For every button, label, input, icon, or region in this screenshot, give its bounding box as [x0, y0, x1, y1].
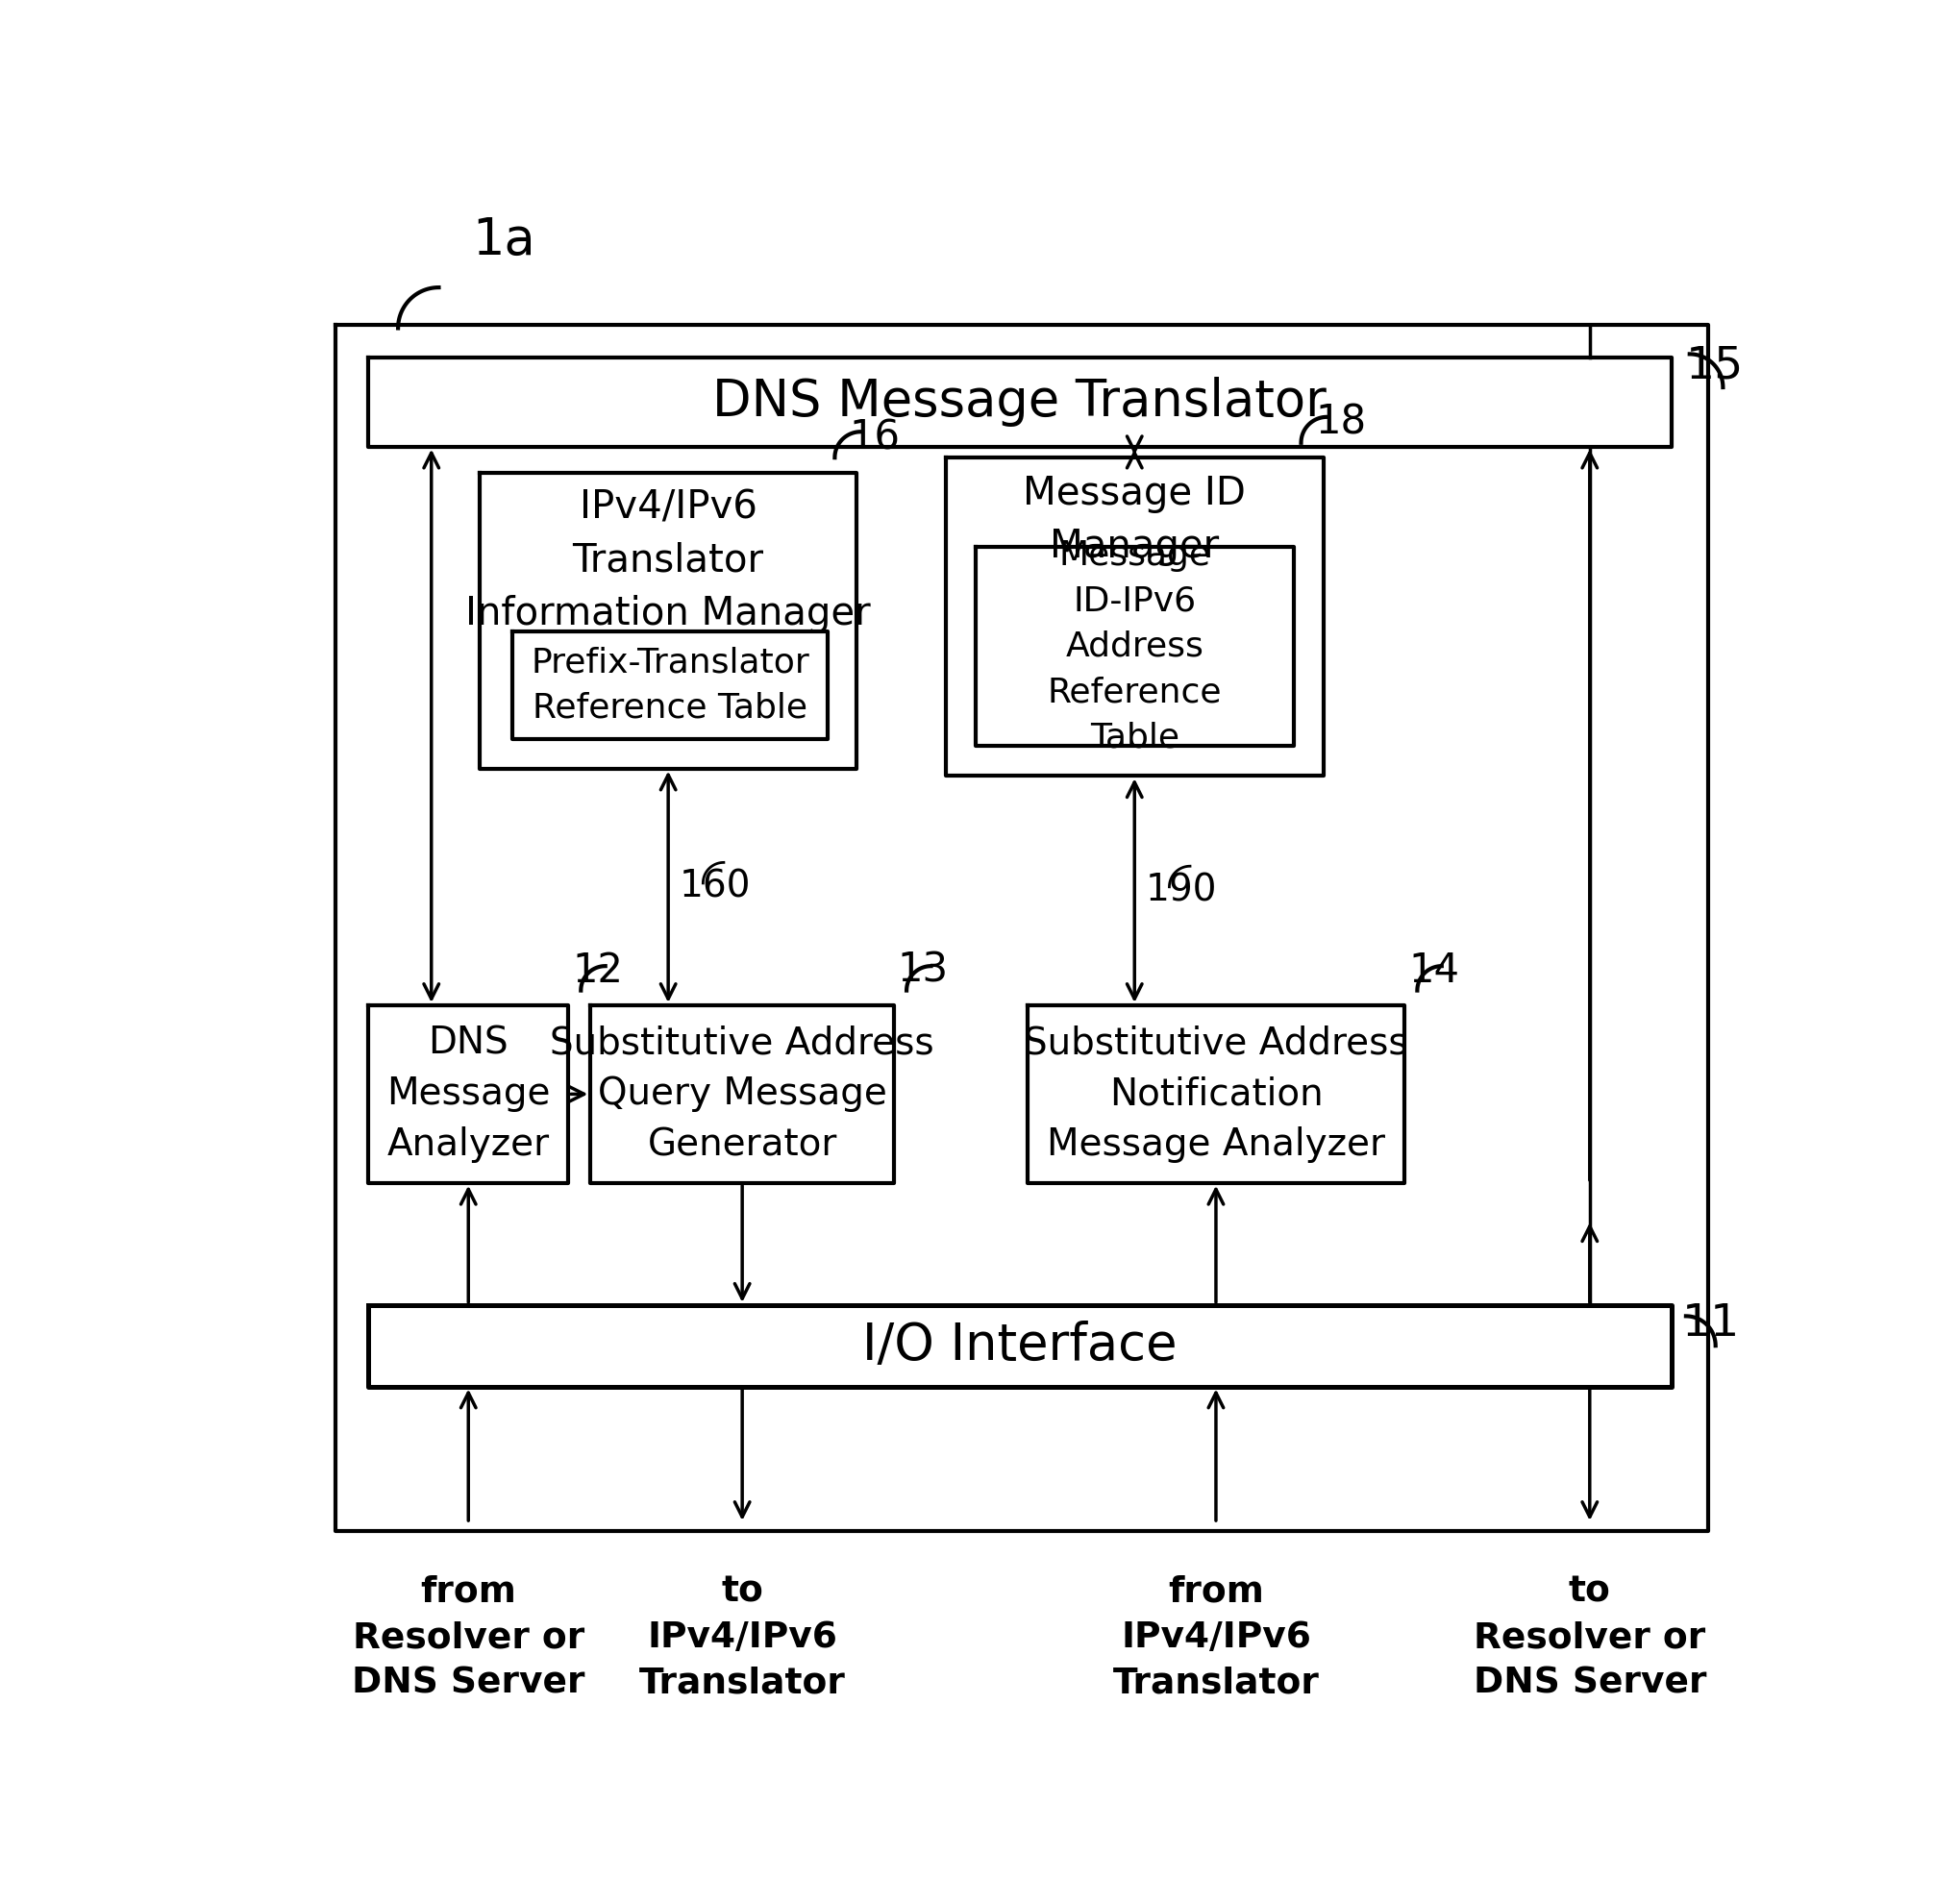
Text: 190: 190 [1145, 873, 1217, 909]
Text: I/O Interface: I/O Interface [862, 1320, 1176, 1371]
Text: 11: 11 [1682, 1303, 1739, 1347]
Text: DNS
Message
Analyzer: DNS Message Analyzer [386, 1025, 551, 1164]
Text: Message ID
Manager: Message ID Manager [1023, 476, 1245, 567]
Text: to
Resolver or
DNS Server: to Resolver or DNS Server [1472, 1575, 1705, 1700]
Text: to
IPv4/IPv6
Translator: to IPv4/IPv6 Translator [639, 1575, 845, 1700]
Text: Message
ID-IPv6
Address
Reference
Table: Message ID-IPv6 Address Reference Table [1047, 538, 1221, 753]
Text: 160: 160 [678, 869, 751, 905]
Text: 14: 14 [1407, 951, 1458, 991]
Text: DNS Message Translator: DNS Message Translator [711, 377, 1327, 428]
Text: Substitutive Address
Query Message
Generator: Substitutive Address Query Message Gener… [551, 1025, 933, 1164]
Text: 13: 13 [898, 951, 949, 991]
Text: Prefix-Translator
Reference Table: Prefix-Translator Reference Table [531, 647, 809, 725]
Text: from
IPv4/IPv6
Translator: from IPv4/IPv6 Translator [1111, 1575, 1319, 1700]
Text: 16: 16 [849, 417, 900, 458]
Text: 12: 12 [572, 951, 623, 991]
Text: 1a: 1a [472, 215, 535, 264]
Text: from
Resolver or
DNS Server: from Resolver or DNS Server [351, 1575, 584, 1700]
Text: 18: 18 [1315, 403, 1366, 443]
Text: 15: 15 [1686, 344, 1742, 388]
Text: IPv4/IPv6
Translator
Information Manager: IPv4/IPv6 Translator Information Manager [465, 489, 870, 633]
Text: Substitutive Address
Notification
Message Analyzer: Substitutive Address Notification Messag… [1023, 1025, 1407, 1164]
